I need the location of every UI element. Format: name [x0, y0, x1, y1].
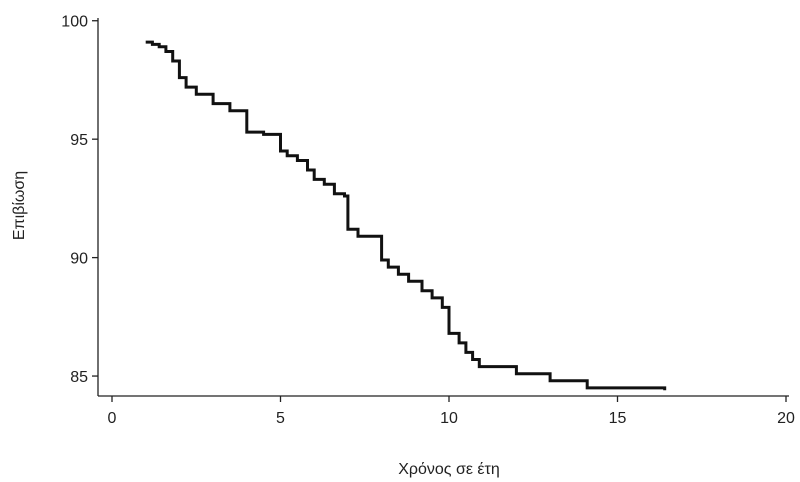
x-tick-label: 10 [440, 410, 458, 427]
x-tick-label: 15 [609, 410, 627, 427]
axes [97, 18, 789, 397]
y-axis-title: Επιβίωση [11, 171, 28, 240]
y-tick-label: 90 [70, 251, 88, 268]
y-ticks: 85 90 95 100 [61, 14, 98, 386]
y-tick-label: 100 [61, 14, 88, 31]
x-tick-label: 20 [777, 410, 795, 427]
survival-curve [145, 40, 667, 391]
y-tick-label: 85 [70, 369, 88, 386]
x-tick-label: 0 [108, 410, 117, 427]
x-axis-title: Χρόνος σε έτη [398, 461, 500, 478]
x-ticks: 0 5 10 15 20 [108, 396, 795, 427]
x-tick-label: 5 [276, 410, 285, 427]
y-tick-label: 95 [70, 132, 88, 149]
